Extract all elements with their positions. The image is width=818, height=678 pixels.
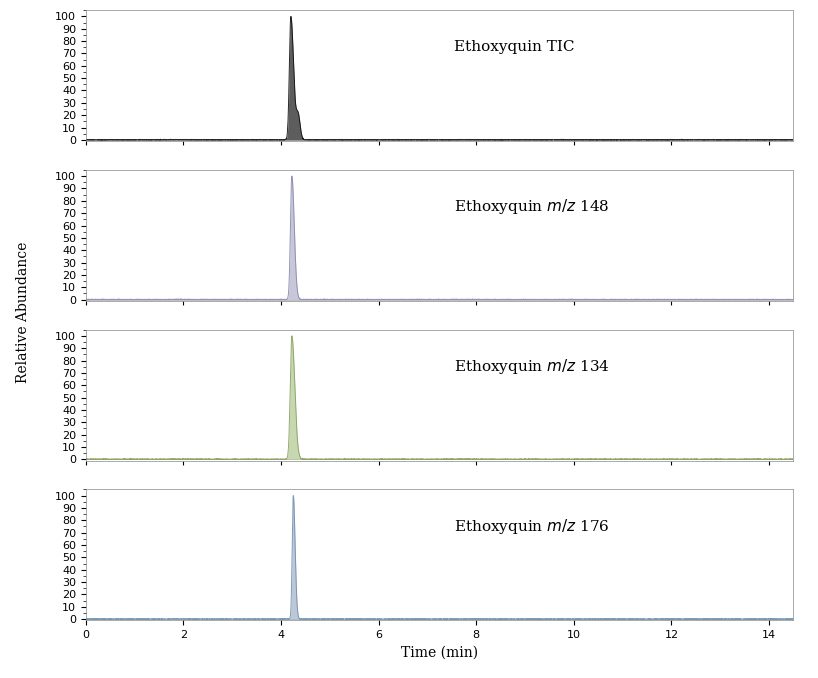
Text: Ethoxyquin $\mathit{m/z}$ 176: Ethoxyquin $\mathit{m/z}$ 176: [454, 517, 609, 536]
Text: Ethoxyquin $\mathit{m/z}$ 148: Ethoxyquin $\mathit{m/z}$ 148: [454, 197, 609, 216]
Text: Relative Abundance: Relative Abundance: [16, 241, 30, 382]
Text: Ethoxyquin $\mathit{m/z}$ 134: Ethoxyquin $\mathit{m/z}$ 134: [454, 357, 609, 376]
Text: Ethoxyquin TIC: Ethoxyquin TIC: [454, 40, 574, 54]
X-axis label: Time (min): Time (min): [401, 645, 479, 660]
